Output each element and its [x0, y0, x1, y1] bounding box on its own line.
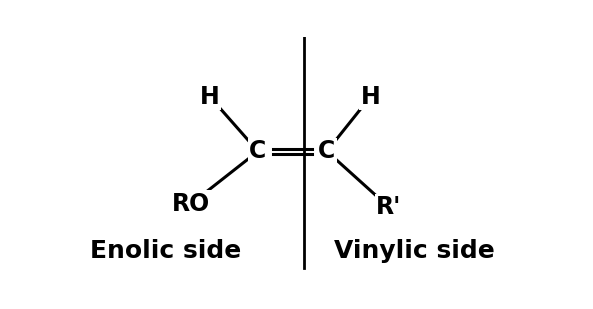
Text: RO: RO — [172, 192, 211, 216]
Text: Vinylic side: Vinylic side — [334, 239, 495, 263]
Text: C: C — [249, 139, 267, 163]
Text: H: H — [200, 85, 219, 108]
Text: Enolic side: Enolic side — [90, 239, 241, 263]
Text: R': R' — [376, 195, 401, 219]
Text: C: C — [318, 139, 336, 163]
Text: H: H — [361, 85, 381, 108]
